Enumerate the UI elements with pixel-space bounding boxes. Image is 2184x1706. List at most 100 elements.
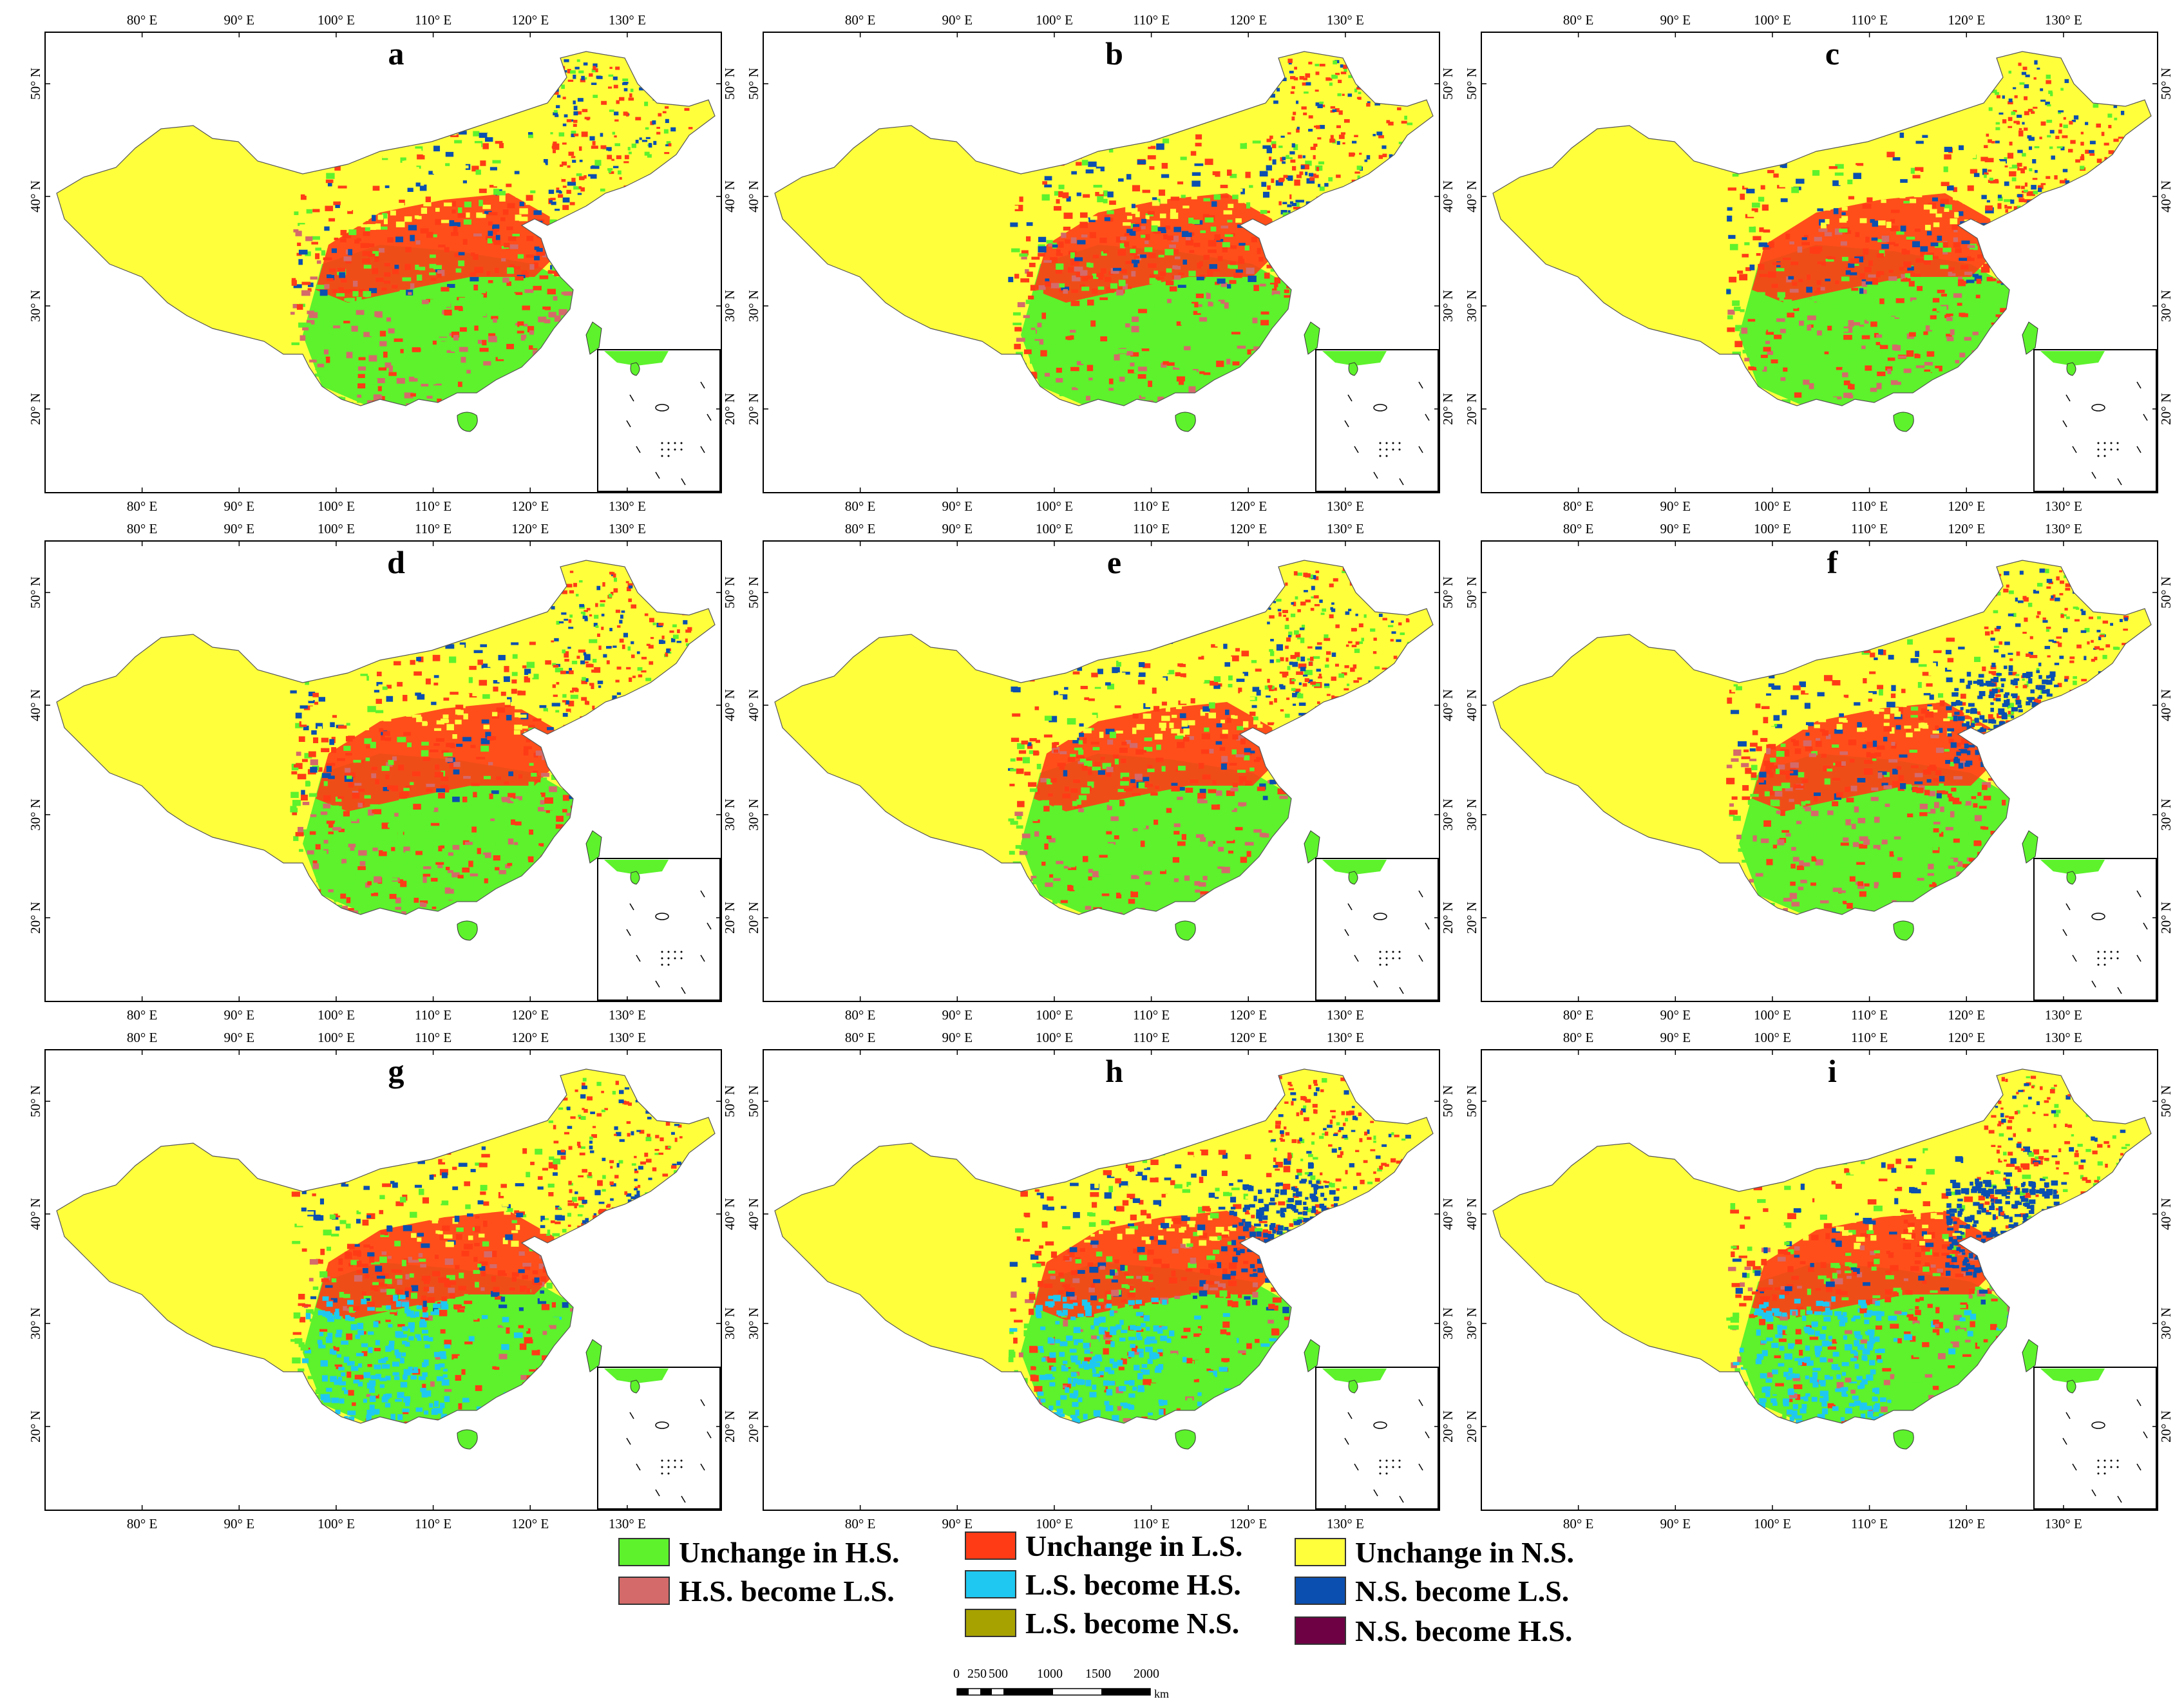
longitude-tick-top: 130° E bbox=[609, 1030, 646, 1045]
south-china-sea-inset bbox=[2033, 349, 2157, 492]
longitude-tick-bottom: 100° E bbox=[1036, 498, 1073, 514]
hainan-island bbox=[457, 412, 478, 432]
latitude-tick-left: 30° N bbox=[28, 1307, 43, 1340]
longitude-tick-top: 80° E bbox=[1563, 12, 1593, 28]
map-svg: 80° E 80° E 90° E 90° E 100° E 100° E 110° E 11… bbox=[1464, 12, 2174, 514]
longitude-tick-bottom: 120° E bbox=[1230, 1516, 1267, 1531]
longitude-tick-top: 130° E bbox=[1327, 521, 1364, 536]
longitude-tick-top: 120° E bbox=[1230, 521, 1267, 536]
latitude-tick-left: 50° N bbox=[1464, 68, 1479, 100]
taiwan-island bbox=[585, 1339, 602, 1372]
longitude-tick-top: 80° E bbox=[845, 1030, 875, 1045]
longitude-tick-bottom: 110° E bbox=[1133, 1007, 1170, 1023]
latitude-tick-left: 50° N bbox=[746, 576, 761, 609]
longitude-tick-top: 90° E bbox=[942, 1030, 973, 1045]
latitude-tick-left: 50° N bbox=[28, 1085, 43, 1117]
legend-label: H.S. become L.S. bbox=[679, 1574, 895, 1607]
south-china-sea-inset bbox=[1315, 349, 1439, 492]
longitude-tick-top: 90° E bbox=[224, 1030, 254, 1045]
map-panel-b: 80° E 80° E 90° E 90° E 100° E 100° E 110° E 11… bbox=[744, 3, 1459, 514]
latitude-tick-right: 20° N bbox=[2158, 1410, 2174, 1443]
longitude-tick-bottom: 120° E bbox=[511, 498, 549, 514]
latitude-tick-left: 20° N bbox=[746, 902, 761, 934]
legend-item-hs-become-ls: H.S. become L.S. bbox=[618, 1573, 895, 1609]
china-border bbox=[56, 560, 716, 915]
latitude-tick-right: 40° N bbox=[1440, 1198, 1456, 1230]
longitude-tick-bottom: 80° E bbox=[1563, 498, 1593, 514]
latitude-tick-right: 40° N bbox=[2158, 180, 2174, 213]
longitude-tick-top: 110° E bbox=[415, 12, 451, 28]
longitude-tick-bottom: 80° E bbox=[127, 1516, 157, 1531]
longitude-tick-bottom: 130° E bbox=[1327, 498, 1364, 514]
legend-item-ls-become-ns: L.S. become N.S. bbox=[965, 1605, 1239, 1641]
inset-content bbox=[1322, 1369, 1430, 1503]
south-china-sea-inset bbox=[2033, 858, 2157, 1001]
longitude-tick-top: 90° E bbox=[942, 521, 973, 536]
map-panel-g: 80° E 80° E 90° E 90° E 100° E 100° E 110° E 11… bbox=[26, 1021, 741, 1531]
longitude-tick-top: 120° E bbox=[511, 1030, 549, 1045]
longitude-tick-bottom: 80° E bbox=[845, 1516, 875, 1531]
map-pixels bbox=[1008, 567, 1412, 915]
taiwan-island bbox=[585, 830, 602, 864]
map-svg: 80° E 80° E 90° E 90° E 100° E 100° E 110° E 11… bbox=[28, 1030, 737, 1531]
legend-item-ns-become-ls: N.S. become L.S. bbox=[1295, 1573, 1569, 1609]
legend-label: N.S. become L.S. bbox=[1355, 1574, 1570, 1607]
inset-content bbox=[604, 351, 712, 486]
china-border bbox=[774, 51, 1434, 406]
legend-swatch bbox=[618, 1577, 670, 1605]
latitude-tick-right: 30° N bbox=[722, 1307, 737, 1340]
latitude-tick-right: 50° N bbox=[1440, 1085, 1456, 1117]
legend-item-unchange-hs: Unchange in H.S. bbox=[618, 1534, 900, 1570]
longitude-tick-bottom: 110° E bbox=[1133, 498, 1170, 514]
longitude-tick-top: 80° E bbox=[845, 12, 875, 28]
legend-label: Unchange in L.S. bbox=[1025, 1529, 1243, 1562]
scale-unit: km bbox=[1154, 1687, 1170, 1700]
longitude-tick-bottom: 90° E bbox=[224, 1007, 254, 1023]
latitude-tick-right: 50° N bbox=[722, 576, 737, 609]
inset-content bbox=[2040, 1369, 2148, 1503]
map-svg: 80° E 80° E 90° E 90° E 100° E 100° E 110° E 11… bbox=[746, 521, 1456, 1023]
legend-swatch bbox=[1295, 1538, 1346, 1566]
longitude-tick-top: 120° E bbox=[1948, 1030, 1985, 1045]
latitude-tick-left: 20° N bbox=[1464, 902, 1479, 934]
legend-item-ns-become-hs: N.S. become H.S. bbox=[1295, 1613, 1572, 1649]
taiwan-island bbox=[1304, 830, 1320, 864]
latitude-tick-left: 50° N bbox=[746, 1085, 761, 1117]
latitude-tick-right: 50° N bbox=[722, 68, 737, 100]
longitude-tick-top: 120° E bbox=[1948, 12, 1985, 28]
china-border bbox=[56, 51, 716, 406]
longitude-tick-top: 80° E bbox=[845, 521, 875, 536]
latitude-tick-right: 30° N bbox=[1440, 799, 1456, 831]
longitude-tick-bottom: 120° E bbox=[1948, 498, 1985, 514]
latitude-tick-left: 40° N bbox=[1464, 180, 1479, 213]
latitude-tick-left: 20° N bbox=[1464, 393, 1479, 425]
longitude-tick-top: 80° E bbox=[1563, 521, 1593, 536]
map-panel-f: 80° E 80° E 90° E 90° E 100° E 100° E 110° E 11… bbox=[1462, 512, 2178, 1023]
longitude-tick-bottom: 120° E bbox=[511, 1007, 549, 1023]
longitude-tick-bottom: 80° E bbox=[127, 498, 157, 514]
latitude-tick-right: 40° N bbox=[722, 180, 737, 213]
inset-content bbox=[2040, 860, 2148, 994]
latitude-tick-left: 20° N bbox=[746, 393, 761, 425]
latitude-tick-left: 30° N bbox=[28, 290, 43, 322]
longitude-tick-top: 120° E bbox=[511, 521, 549, 536]
hainan-island bbox=[457, 920, 478, 941]
panel-letter: c bbox=[1825, 35, 1839, 71]
longitude-tick-top: 100° E bbox=[318, 12, 355, 28]
latitude-tick-left: 40° N bbox=[1464, 689, 1479, 721]
longitude-tick-bottom: 110° E bbox=[1851, 498, 1888, 514]
longitude-tick-bottom: 130° E bbox=[2045, 1007, 2082, 1023]
longitude-tick-top: 80° E bbox=[127, 521, 157, 536]
hainan-island bbox=[457, 1429, 478, 1450]
longitude-tick-bottom: 90° E bbox=[224, 498, 254, 514]
latitude-tick-left: 30° N bbox=[746, 799, 761, 831]
south-china-sea-inset bbox=[597, 1367, 721, 1510]
longitude-tick-bottom: 90° E bbox=[942, 1516, 973, 1531]
longitude-tick-bottom: 90° E bbox=[224, 1516, 254, 1531]
hainan-island bbox=[1893, 412, 1914, 432]
map-pixels bbox=[1008, 1076, 1411, 1423]
latitude-tick-left: 50° N bbox=[1464, 1085, 1479, 1117]
scale-label-1500: 1500 bbox=[1085, 1667, 1111, 1681]
longitude-tick-top: 100° E bbox=[1754, 12, 1791, 28]
taiwan-island bbox=[1304, 321, 1320, 355]
